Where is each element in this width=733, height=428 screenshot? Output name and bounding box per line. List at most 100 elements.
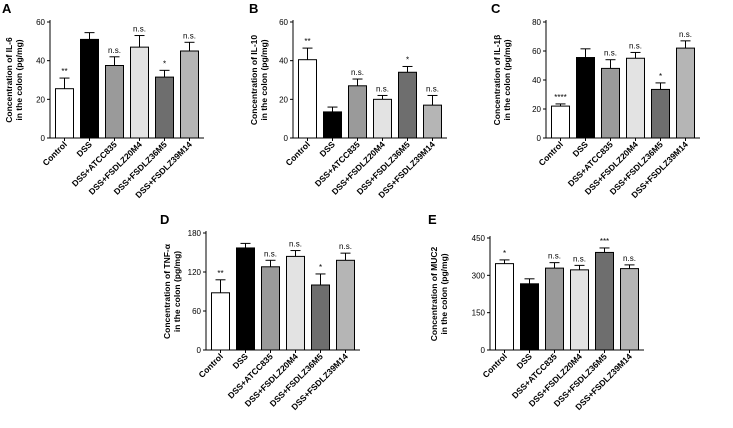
bar [520, 283, 539, 351]
y-tick-label: 0 [481, 346, 486, 355]
x-tick-label: DSS [514, 351, 534, 371]
y-tick-label: 60 [192, 307, 201, 316]
y-tick-label: 0 [41, 134, 46, 143]
bar [545, 267, 564, 351]
y-axis-title-line: Concentration of TNF-α [162, 243, 172, 339]
panel-letter: D [160, 212, 169, 227]
bar [336, 259, 355, 351]
x-tick-label: Control [536, 139, 564, 167]
bar [236, 247, 255, 351]
bar [130, 46, 149, 139]
bar [80, 38, 99, 139]
y-tick-label: 20 [279, 95, 288, 104]
y-tick-label: 40 [279, 57, 288, 66]
significance-label: * [659, 72, 662, 81]
significance-label: * [319, 263, 322, 272]
significance-label: n.s. [133, 25, 146, 34]
chart-panel-b: B Concentration of IL-10in the colon (pg/… [249, 1, 447, 200]
bar [570, 269, 589, 351]
significance-label: n.s. [351, 68, 364, 77]
panel-letter: C [491, 1, 501, 16]
y-axis-title-line: Concentration of IL-1β [492, 35, 502, 126]
y-tick-label: 80 [532, 18, 541, 27]
bar [373, 98, 392, 139]
y-tick-label: 0 [197, 346, 202, 355]
bar [155, 76, 174, 139]
bar [551, 105, 570, 139]
bar [311, 284, 330, 351]
significance-label: n.s. [289, 240, 302, 249]
y-axis-title-line: in the colon (pg/mg) [172, 251, 182, 332]
y-tick-label: 0 [537, 134, 542, 143]
y-axis-title-line: Concentration of IL-10 [249, 35, 259, 125]
significance-label: n.s. [264, 249, 277, 258]
chart-panel-a: A Concentration of IL-6in the colon (pg/m… [2, 1, 204, 200]
bar [423, 104, 442, 139]
panel-letter: B [249, 1, 258, 16]
y-tick-label: 60 [532, 47, 541, 56]
bar [626, 57, 645, 139]
significance-label: n.s. [604, 49, 617, 58]
bar [261, 266, 280, 351]
bar [601, 67, 620, 139]
y-axis-title: Concentration of IL-6in the colon (pg/mg… [4, 37, 24, 123]
panel-letter: A [2, 1, 12, 16]
significance-label: n.s. [339, 242, 352, 251]
x-tick-label: Control [196, 351, 224, 379]
significance-label: **** [554, 93, 566, 102]
y-tick-label: 300 [472, 271, 486, 280]
x-tick-label: Control [283, 139, 311, 167]
significance-label: *** [600, 237, 609, 246]
x-tick-label: DSS [230, 351, 250, 371]
bar [105, 65, 124, 139]
y-tick-label: 60 [36, 18, 45, 27]
y-axis-title: Concentration of IL-1βin the colon (pg/m… [492, 35, 512, 126]
bar [286, 255, 305, 351]
significance-label: n.s. [108, 46, 121, 55]
x-tick-label: Control [480, 351, 508, 379]
bar [180, 50, 199, 139]
panel-letter: E [428, 212, 437, 227]
y-axis-title-line: in the colon (pg/mg) [502, 39, 512, 120]
bar [55, 88, 74, 139]
significance-label: n.s. [573, 254, 586, 263]
y-tick-label: 0 [284, 134, 289, 143]
y-tick-label: 150 [472, 309, 486, 318]
bar [348, 85, 367, 139]
y-axis-title-line: in the colon (pg/mg) [439, 253, 449, 334]
y-axis-title: Concentration of MUC2in the colon (pg/mg… [429, 247, 449, 342]
y-tick-label: 450 [472, 234, 486, 243]
bar [298, 59, 317, 139]
bar [495, 263, 514, 351]
significance-label: * [406, 55, 409, 64]
y-axis-title: Concentration of TNF-αin the colon (pg/m… [162, 243, 182, 339]
significance-label: * [503, 249, 506, 258]
y-tick-label: 20 [36, 95, 45, 104]
y-tick-label: 40 [36, 57, 45, 66]
significance-label: n.s. [548, 252, 561, 261]
chart-panel-c: C Concentration of IL-1βin the colon (pg/… [491, 1, 700, 200]
significance-label: n.s. [183, 31, 196, 40]
y-axis-title-line: in the colon (pg/mg) [259, 39, 269, 120]
x-tick-label: DSS [570, 139, 590, 159]
significance-label: n.s. [426, 84, 439, 93]
significance-label: ** [304, 37, 310, 46]
x-tick-label: DSS [317, 139, 337, 159]
bar [323, 111, 342, 139]
chart-panel-d: D Concentration of TNF-αin the colon (pg/… [160, 212, 360, 412]
bar [620, 268, 639, 351]
x-tick-label: DSS [74, 139, 94, 159]
significance-label: ** [61, 67, 67, 76]
bar [398, 71, 417, 139]
bar [211, 292, 230, 351]
y-tick-label: 60 [279, 18, 288, 27]
bar [576, 57, 595, 139]
chart-panel-e: E Concentration of MUC2in the colon (pg/m… [428, 212, 644, 412]
y-axis-title: Concentration of IL-10in the colon (pg/m… [249, 35, 269, 125]
bar [676, 47, 695, 139]
y-tick-label: 40 [532, 76, 541, 85]
y-axis-title-line: Concentration of IL-6 [4, 37, 14, 123]
y-tick-label: 20 [532, 105, 541, 114]
significance-label: n.s. [623, 254, 636, 263]
bar [651, 88, 670, 139]
